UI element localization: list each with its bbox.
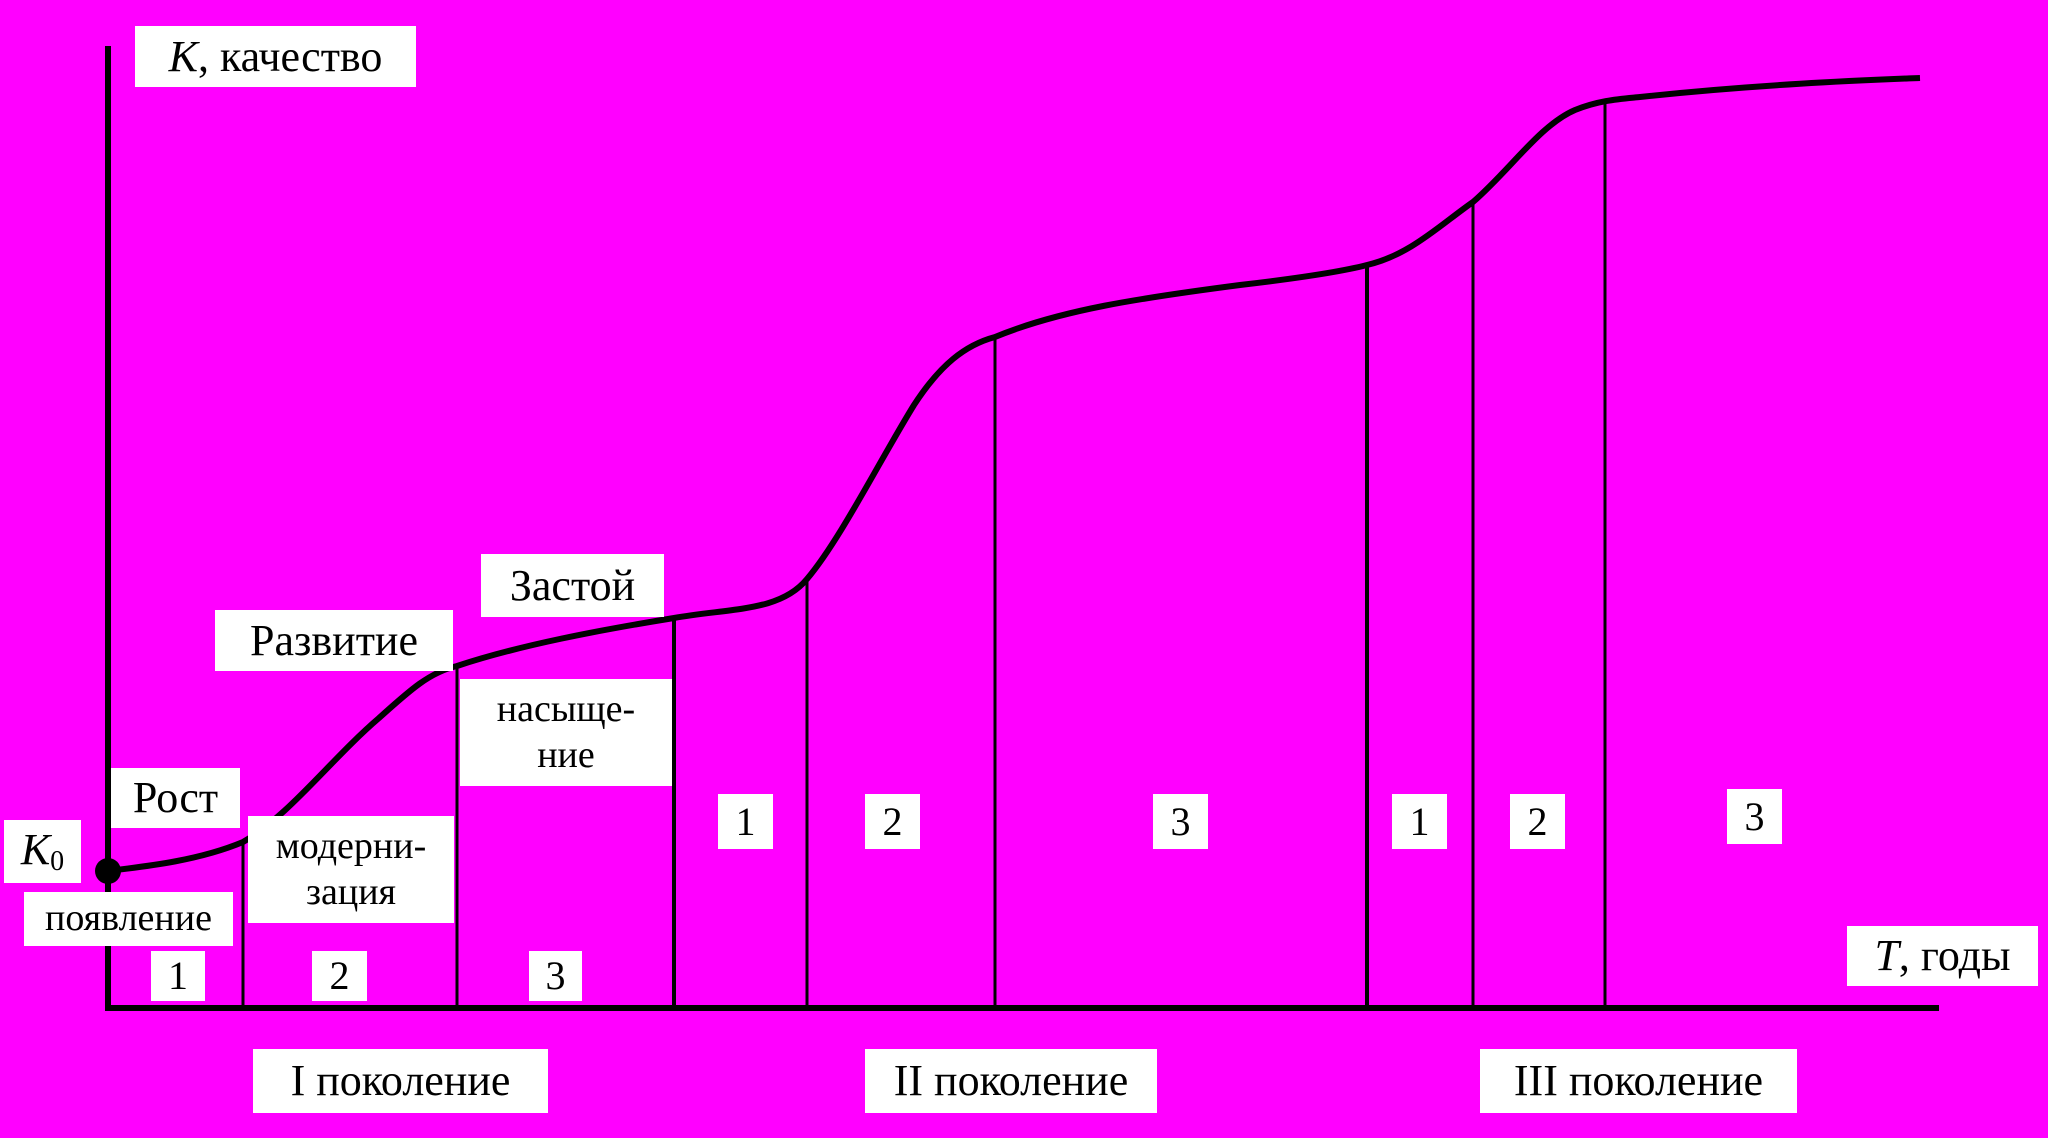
stage-number: 2 — [1510, 794, 1565, 849]
subscript: 0 — [50, 845, 65, 877]
stage-name: модерни-зация — [248, 816, 454, 923]
symbol: K — [168, 31, 198, 81]
origin-label: K0 — [4, 820, 81, 883]
y-axis-label: K, качество — [135, 26, 416, 87]
generation-label: III поколение — [1480, 1049, 1797, 1113]
stage-number: 3 — [1153, 794, 1208, 849]
phase-label: Застой — [481, 554, 664, 617]
stage-number: 1 — [718, 794, 773, 849]
stage-number: 3 — [529, 951, 582, 1001]
stage-name: насыще-ние — [460, 679, 672, 786]
stage-number: 3 — [1727, 789, 1782, 844]
origin-point — [95, 858, 121, 884]
stage-number: 2 — [865, 794, 920, 849]
symbol: T — [1874, 931, 1899, 980]
line: модерни- — [275, 824, 427, 867]
line: ние — [537, 733, 595, 776]
stage-name: появление — [24, 892, 233, 946]
generation-label: I поколение — [253, 1049, 548, 1113]
x-axis-label: T, годы — [1847, 926, 2038, 986]
phase-label: Развитие — [215, 610, 453, 671]
stage-number: 2 — [312, 951, 367, 1001]
phase-label: Рост — [111, 768, 240, 828]
quality-curve — [107, 75, 1921, 874]
line: зация — [305, 870, 397, 913]
symbol: K — [20, 824, 51, 874]
stage-number: 1 — [151, 951, 205, 1001]
axes — [105, 46, 1939, 1011]
generation-label: II поколение — [865, 1049, 1157, 1113]
line: насыще- — [496, 687, 636, 730]
text: , годы — [1898, 931, 2011, 980]
text: , качество — [197, 31, 383, 81]
stage-number: 1 — [1392, 794, 1447, 849]
dividers — [241, 104, 1607, 1008]
